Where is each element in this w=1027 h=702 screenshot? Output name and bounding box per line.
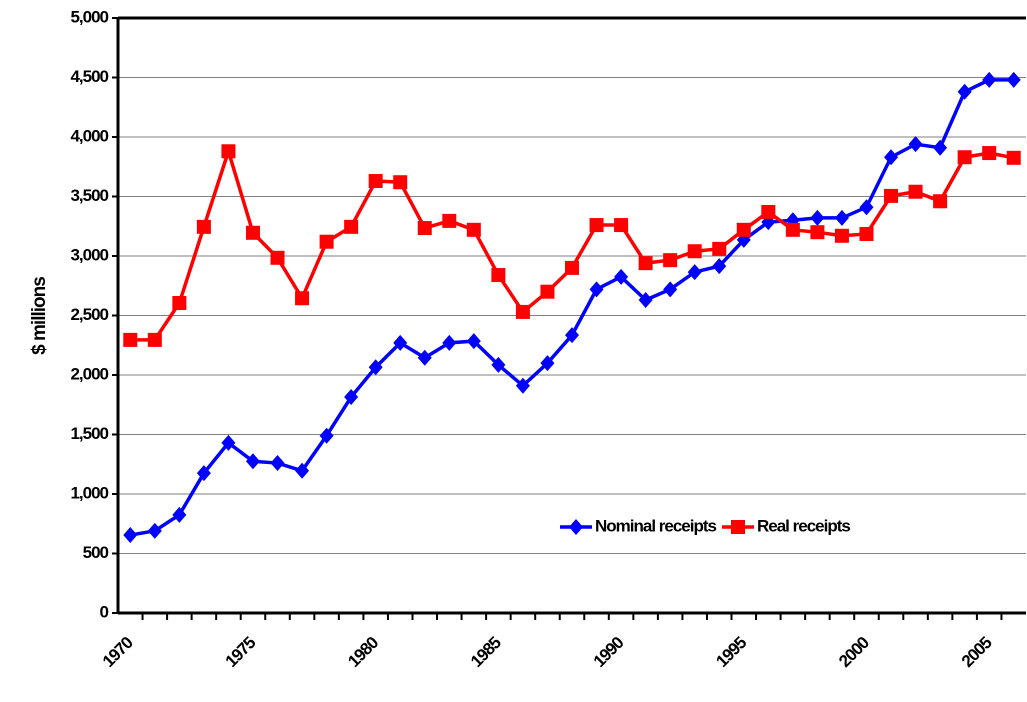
- legend-item: Real receipts: [722, 516, 851, 535]
- x-tick-label: 1980: [344, 633, 382, 671]
- y-tick-label: 500: [83, 543, 109, 562]
- y-tick-label: 3,000: [70, 245, 108, 264]
- data-point: [712, 241, 727, 256]
- x-tick-label: 1975: [222, 633, 260, 671]
- data-point: [466, 333, 481, 350]
- data-point: [687, 244, 702, 259]
- data-point: [982, 71, 997, 88]
- y-tick-label: 4,000: [70, 126, 108, 145]
- y-axis-title: $ millions: [29, 277, 50, 355]
- data-point: [589, 218, 604, 233]
- y-tick-label: 0: [100, 602, 109, 621]
- data-point: [1006, 71, 1021, 88]
- legend-marker: [731, 520, 745, 534]
- data-point: [638, 256, 653, 271]
- data-point: [908, 136, 923, 153]
- data-point: [540, 355, 555, 372]
- legend-label: Real receipts: [757, 516, 850, 535]
- data-point: [663, 253, 678, 268]
- data-point: [417, 221, 432, 236]
- data-point: [687, 264, 702, 281]
- data-point: [393, 334, 408, 351]
- data-point: [834, 228, 849, 243]
- data-point: [736, 222, 751, 237]
- data-point: [565, 260, 579, 275]
- data-point: [834, 209, 849, 226]
- data-point: [245, 453, 260, 470]
- data-point: [368, 174, 383, 189]
- data-point: [270, 455, 285, 472]
- data-point: [982, 146, 997, 161]
- data-point: [761, 204, 776, 219]
- data-point: [172, 506, 187, 523]
- data-point: [957, 83, 972, 100]
- data-point: [884, 188, 899, 203]
- data-point: [196, 465, 211, 482]
- data-point: [515, 377, 530, 394]
- y-tick-label: 3,500: [70, 186, 108, 205]
- data-point: [884, 149, 899, 166]
- data-point: [368, 359, 383, 376]
- y-tick-label: 1,500: [70, 424, 108, 443]
- data-point: [344, 389, 359, 406]
- y-tick-label: 2,000: [70, 364, 108, 383]
- data-point: [1006, 150, 1021, 165]
- data-point: [957, 150, 972, 165]
- data-point: [270, 250, 285, 265]
- data-point: [614, 268, 629, 285]
- y-tick-label: 1,000: [70, 483, 108, 502]
- data-point: [221, 144, 236, 159]
- data-point: [859, 199, 874, 216]
- legend-label: Nominal receipts: [595, 516, 717, 535]
- data-point: [712, 258, 727, 275]
- data-point: [491, 356, 506, 373]
- y-tick-label: 4,500: [70, 67, 108, 86]
- legend-item: Nominal receipts: [560, 516, 718, 535]
- x-tick-label: 1970: [99, 633, 137, 671]
- data-point: [638, 292, 653, 309]
- data-point: [123, 527, 138, 544]
- data-point: [515, 304, 530, 319]
- x-tick-label: 1995: [712, 633, 750, 671]
- data-point: [442, 334, 457, 351]
- data-point: [319, 427, 334, 444]
- data-point: [540, 284, 555, 299]
- series-line: [129, 78, 1014, 537]
- data-point: [466, 222, 481, 237]
- data-point: [614, 218, 629, 233]
- x-tick-label: 1990: [590, 633, 628, 671]
- y-tick-label: 5,000: [70, 7, 108, 26]
- data-point: [663, 281, 678, 298]
- data-point: [319, 234, 334, 249]
- data-point: [344, 219, 359, 234]
- legend-marker: [569, 519, 583, 535]
- data-point: [810, 209, 825, 226]
- data-point: [810, 225, 825, 240]
- data-point: [393, 175, 408, 190]
- data-point: [295, 291, 310, 306]
- data-point: [565, 327, 579, 344]
- data-point: [491, 268, 506, 283]
- data-point: [589, 281, 604, 298]
- y-tick-label: 2,500: [70, 305, 108, 324]
- x-tick-label: 2000: [835, 633, 873, 671]
- data-point: [123, 332, 138, 347]
- data-point: [245, 225, 260, 240]
- data-point: [859, 226, 874, 241]
- data-point: [908, 184, 923, 199]
- data-point: [933, 194, 948, 209]
- data-point: [785, 222, 800, 237]
- data-point: [295, 462, 310, 479]
- x-tick-label: 2005: [958, 633, 996, 671]
- x-tick-label: 1985: [467, 633, 505, 671]
- data-point: [442, 213, 457, 228]
- data-point: [221, 434, 236, 451]
- data-point: [147, 332, 162, 347]
- data-point: [417, 349, 432, 366]
- data-point: [147, 522, 162, 539]
- data-point: [933, 139, 948, 156]
- data-point: [196, 219, 211, 234]
- data-point: [172, 296, 187, 311]
